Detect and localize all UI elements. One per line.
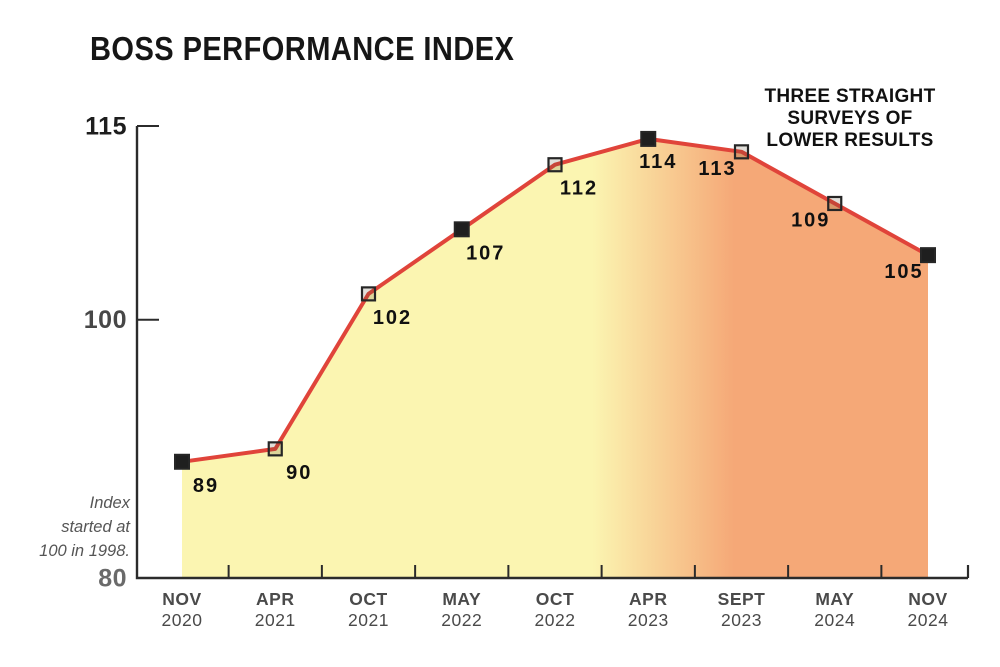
x-axis-label-month: NOV [908,589,947,609]
data-point-label: 114 [639,151,677,173]
x-axis-label-year: 2020 [162,610,203,630]
data-point-marker [174,453,190,470]
annotation-three-straight-surveys: THREE STRAIGHT SURVEYS OF LOWER RESULTS [764,86,936,152]
y-axis-label: 80 [98,565,127,593]
data-point-label: 113 [698,158,736,180]
data-point-marker [920,247,936,264]
x-axis-label-year: 2024 [814,610,855,630]
axis-lines [135,126,968,580]
data-point-label: 109 [791,209,830,231]
trend-line [180,136,930,464]
y-axis-label: 115 [85,113,127,141]
data-point-label: 105 [884,261,923,283]
note-index-origin: Index started at 100 in 1998. [39,494,130,560]
x-axis-label-month: SEPT [718,589,766,609]
x-axis-label-year: 2023 [628,610,669,630]
x-axis-label-year: 2023 [721,610,762,630]
x-axis-label-month: OCT [536,589,574,609]
x-axis-label-year: 2021 [348,610,389,630]
x-axis-label-month: NOV [162,589,201,609]
x-axis-label-month: MAY [815,589,854,609]
data-point-label: 107 [466,242,505,264]
data-point-label: 112 [560,178,598,200]
x-axis-label-month: MAY [442,589,481,609]
x-axis-label-year: 2022 [441,610,482,630]
area-fill [182,138,928,578]
chart-title: BOSS PERFORMANCE INDEX [90,30,515,67]
data-point-label: 90 [286,462,312,484]
data-point-marker [453,221,470,238]
x-axis-label-year: 2022 [535,610,576,630]
data-point-marker [827,195,843,212]
data-point-marker [640,130,657,147]
data-point-label: 102 [373,307,412,329]
x-axis-label-month: APR [256,589,294,609]
data-point-marker [267,441,283,457]
x-axis-label-year: 2021 [255,610,296,630]
data-point-marker [547,157,563,173]
x-axis-label-month: OCT [349,589,387,609]
x-axis-label-month: APR [629,589,667,609]
data-point-marker [360,286,377,302]
data-point-marker [733,144,750,160]
y-axis-label: 100 [84,306,127,334]
data-point-label: 89 [193,475,219,497]
x-axis-label-year: 2024 [908,610,949,630]
